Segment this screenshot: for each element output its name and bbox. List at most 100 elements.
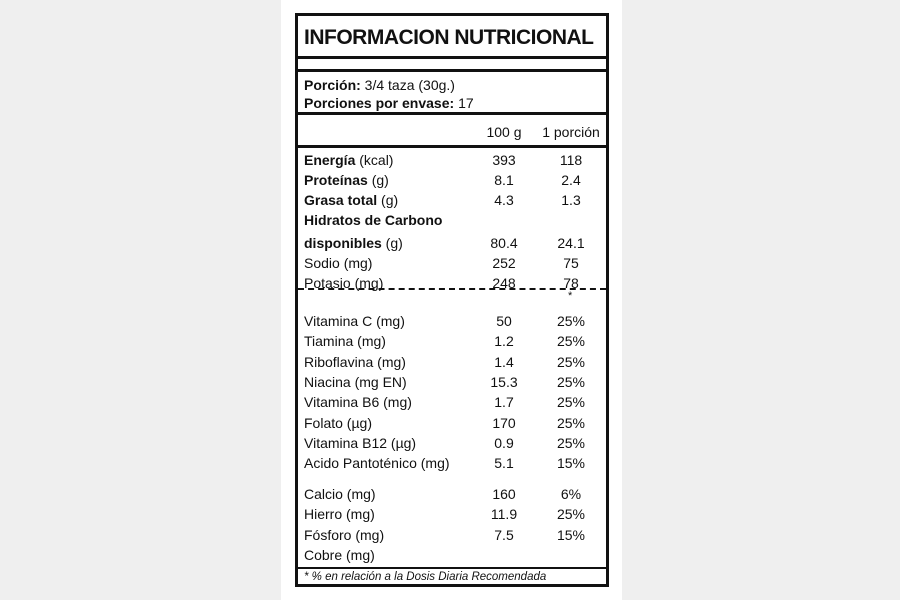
nutrient-name: Hidratos de Carbono	[304, 210, 442, 230]
value-portion: 78	[563, 275, 579, 291]
value-100g: 7.5	[494, 526, 514, 543]
value-100g: 1.4	[494, 353, 514, 370]
value-portion: 25%	[556, 506, 586, 523]
value-100g: 393	[492, 152, 516, 168]
value-100g: 5.1	[494, 455, 514, 472]
value-portion: 1.3	[561, 192, 581, 208]
serving-info: Porción: 3/4 taza (30g.) Porciones por e…	[298, 69, 606, 115]
nutrient-name: disponibles (g)	[304, 233, 403, 253]
nutrient-unit: (g)	[367, 172, 389, 188]
value-100g: 1.2	[494, 333, 514, 350]
footnote: * % en relación a la Dosis Diaria Recome…	[298, 567, 606, 587]
vitamin-row: Vitamina B6 (mg) 1.7 25%	[298, 392, 606, 412]
portion-line: Porción: 3/4 taza (30g.)	[304, 76, 606, 94]
vitamin-row: Vitamina B12 (µg) 0.9 25%	[298, 433, 606, 453]
column-header-row: 100 g 1 porción	[298, 112, 606, 148]
mineral-row-name: Calcio (mg)	[304, 486, 376, 502]
vitamin-row: Niacina (mg EN) 15.3 25%	[298, 372, 606, 392]
vitamin-row-name: Vitamina B6 (mg)	[304, 394, 412, 411]
nutrient-name: Energía (kcal)	[304, 150, 393, 170]
value-portion: 15%	[556, 455, 586, 472]
value-100g: 248	[492, 275, 516, 291]
value-100g: 1.7	[494, 394, 514, 411]
value-portion: 15%	[556, 526, 586, 543]
value-100g: 252	[492, 255, 516, 271]
nutrient-unit: Potasio (mg)	[304, 275, 384, 291]
value-portion: 24.1	[557, 235, 585, 251]
dashed-divider	[298, 288, 606, 290]
nutrient-row: Proteínas (g) 8.1 2.4	[298, 170, 606, 190]
value-100g: 0.9	[494, 434, 514, 451]
value-100g: 8.1	[494, 172, 514, 188]
value-portion: 6%	[560, 486, 582, 502]
nutrient-name-bold: Proteínas	[304, 172, 368, 188]
mineral-row-name: Cobre (mg)	[304, 546, 375, 563]
vitamin-row: Tiamina (mg) 1.2 25%	[298, 331, 606, 351]
value-100g: 15.3	[490, 373, 518, 390]
value-portion: 25%	[556, 373, 586, 390]
value-portion: 25%	[556, 394, 586, 411]
nutrient-unit: (kcal)	[355, 152, 394, 168]
value-100g: 50	[496, 313, 512, 329]
value-portion: 25%	[556, 434, 586, 451]
value-100g: 160	[492, 486, 516, 502]
vitamin-row: Acido Pantoténico (mg) 5.1 15%	[298, 453, 606, 473]
value-portion: 25%	[556, 353, 586, 370]
value-portion: 25%	[556, 333, 586, 350]
nutrient-name: Grasa total (g)	[304, 190, 398, 210]
background-right	[622, 0, 900, 600]
value-portion: 75	[563, 255, 579, 271]
mineral-row: Cobre (mg)	[298, 545, 606, 565]
vitamin-row-name: Folato (µg)	[304, 414, 372, 431]
portion-label: Porción:	[304, 77, 361, 93]
nutrient-row: Grasa total (g) 4.3 1.3	[298, 190, 606, 210]
mineral-row: Calcio (mg) 160 6%	[298, 484, 606, 504]
value-100g: 11.9	[490, 506, 518, 523]
nutrient-name-bold: Hidratos de Carbono	[304, 212, 443, 228]
vitamin-row-name: Vitamina B12 (µg)	[304, 434, 417, 451]
nutrient-row: Hidratos de Carbono	[298, 210, 606, 230]
nutrient-row: Sodio (mg) 252 75	[298, 253, 606, 273]
value-portion: 25%	[556, 414, 586, 431]
vitamin-row: Vitamina C (mg) 50 25%	[298, 311, 606, 331]
nutrient-row: Energía (kcal) 393 118	[298, 150, 606, 170]
mineral-row-name: Hierro (mg)	[304, 506, 375, 523]
mineral-row-name: Fósforo (mg)	[304, 526, 385, 543]
nutrient-name-bold: Energía	[304, 152, 356, 168]
percent-marker: *	[568, 290, 573, 302]
nutrient-row: Potasio (mg) 248 78	[298, 273, 606, 293]
vitamin-row: Riboflavina (mg) 1.4 25%	[298, 352, 606, 372]
value-portion: 118	[559, 152, 583, 168]
portion-value: 3/4 taza (30g.)	[364, 77, 455, 93]
nutrient-unit: Sodio (mg)	[304, 255, 373, 271]
nutrient-row: disponibles (g) 80.4 24.1	[298, 233, 606, 253]
label-title: INFORMACION NUTRICIONAL	[298, 16, 606, 59]
vitamin-row-name: Vitamina C (mg)	[304, 313, 405, 329]
vitamin-row-name: Acido Pantoténico (mg)	[304, 455, 450, 472]
mineral-row: Fósforo (mg) 7.5 15%	[298, 525, 606, 545]
per-package-line: Porciones por envase: 17	[304, 94, 606, 112]
vitamin-row: Folato (µg) 170 25%	[298, 413, 606, 433]
column-header-portion: 1 porción	[542, 124, 600, 140]
value-100g: 4.3	[494, 192, 514, 208]
value-100g: 80.4	[490, 235, 518, 251]
column-header-100g: 100 g	[486, 124, 522, 140]
mineral-row: Hierro (mg) 11.9 25%	[298, 504, 606, 524]
value-portion: 25%	[556, 313, 586, 329]
nutrient-name: Potasio (mg)	[304, 273, 383, 293]
vitamin-row-name: Tiamina (mg)	[304, 333, 386, 350]
nutrition-label: INFORMACION NUTRICIONAL Porción: 3/4 taz…	[295, 13, 609, 587]
vitamin-row-name: Niacina (mg EN)	[304, 373, 407, 390]
per-package-value: 17	[458, 95, 474, 111]
nutrient-name-bold: disponibles	[304, 235, 382, 251]
value-portion: 2.4	[561, 172, 581, 188]
per-package-label: Porciones por envase:	[304, 95, 455, 111]
vitamin-row-name: Riboflavina (mg)	[304, 353, 406, 370]
nutrient-name: Sodio (mg)	[304, 253, 372, 273]
nutrient-unit: (g)	[377, 192, 399, 208]
nutrient-name-bold: Grasa total	[304, 192, 378, 208]
nutrient-name: Proteínas (g)	[304, 170, 389, 190]
background-left	[0, 0, 281, 600]
nutrient-unit: (g)	[381, 235, 403, 251]
value-100g: 170	[492, 414, 516, 431]
